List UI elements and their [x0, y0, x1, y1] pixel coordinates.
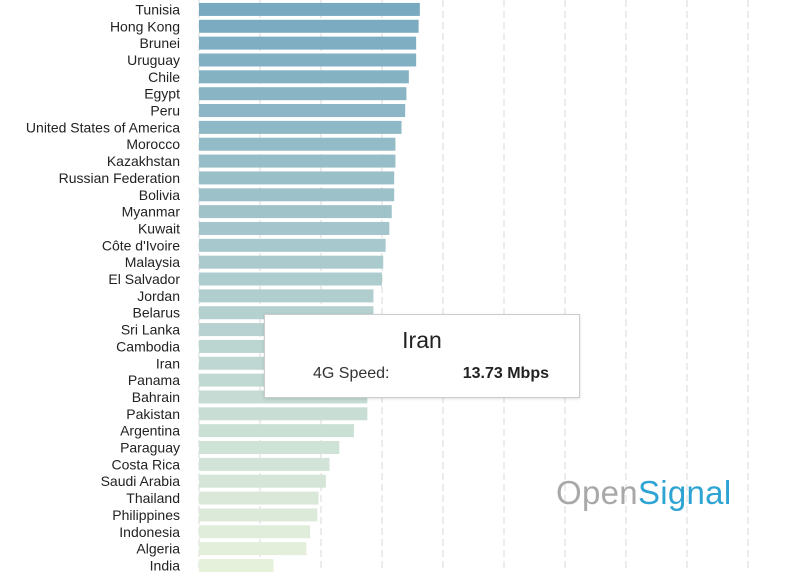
- category-label-philippines: Philippines: [112, 507, 180, 523]
- logo-text-open: Open: [556, 474, 638, 511]
- category-label-cote-d-ivoire: Côte d'Ivoire: [102, 237, 180, 253]
- x-tick-label-15: 15: [374, 578, 390, 580]
- category-label-russian-federation: Russian Federation: [59, 170, 180, 186]
- bar-argentina[interactable]: [199, 424, 354, 438]
- bar-bolivia[interactable]: [199, 188, 395, 202]
- bar-philippines[interactable]: [199, 508, 318, 522]
- bar-myanmar[interactable]: [199, 205, 392, 219]
- category-label-uruguay: Uruguay: [127, 52, 180, 68]
- x-tick-label-30: 30: [557, 578, 573, 580]
- category-label-tunisia: Tunisia: [135, 1, 180, 17]
- bar-algeria[interactable]: [199, 542, 307, 556]
- tooltip-metric-value: 13.73 Mbps: [462, 365, 549, 382]
- category-label-jordan: Jordan: [137, 288, 180, 304]
- category-label-argentina: Argentina: [120, 423, 180, 439]
- bar-costa-rica[interactable]: [199, 457, 330, 471]
- bar-morocco[interactable]: [199, 137, 396, 151]
- category-label-saudi-arabia: Saudi Arabia: [101, 473, 181, 489]
- category-label-panama: Panama: [128, 372, 180, 388]
- bar-russian-federation[interactable]: [199, 171, 395, 185]
- category-label-sri-lanka: Sri Lanka: [121, 322, 180, 338]
- x-tick-label-10: 10: [313, 578, 329, 580]
- category-label-bahrain: Bahrain: [132, 389, 180, 405]
- x-axis-ticks: 0 5 10 15 20 25 30 35 40 45: [195, 578, 756, 580]
- bar-kazakhstan[interactable]: [199, 154, 396, 168]
- bars: [199, 2, 420, 572]
- category-label-thailand: Thailand: [126, 490, 180, 506]
- category-label-hong-kong: Hong Kong: [110, 18, 180, 34]
- category-label-kuwait: Kuwait: [138, 220, 180, 236]
- x-tick-label-45: 45: [740, 578, 756, 580]
- bar-peru[interactable]: [199, 104, 406, 118]
- bar-hong-kong[interactable]: [199, 19, 419, 33]
- x-tick-label-40: 40: [679, 578, 695, 580]
- x-tick-label-5: 5: [256, 578, 264, 580]
- bar-kuwait[interactable]: [199, 221, 390, 235]
- x-tick-label-25: 25: [496, 578, 512, 580]
- tooltip-title: Iran: [402, 327, 442, 353]
- bar-india[interactable]: [199, 558, 274, 572]
- bar-saudi-arabia[interactable]: [199, 474, 326, 488]
- bar-united-states-of-america[interactable]: [199, 120, 402, 134]
- bar-indonesia[interactable]: [199, 525, 311, 539]
- x-tick-label-20: 20: [435, 578, 451, 580]
- category-label-paraguay: Paraguay: [120, 440, 180, 456]
- x-tick-label-0: 0: [195, 578, 203, 580]
- bar-brunei[interactable]: [199, 36, 417, 50]
- category-label-egypt: Egypt: [144, 86, 180, 102]
- bar-malaysia[interactable]: [199, 255, 384, 269]
- category-label-algeria: Algeria: [136, 541, 180, 557]
- category-label-morocco: Morocco: [126, 136, 180, 152]
- category-label-el-salvador: El Salvador: [108, 271, 180, 287]
- x-tick-label-35: 35: [618, 578, 634, 580]
- bar-paraguay[interactable]: [199, 441, 340, 455]
- category-label-cambodia: Cambodia: [116, 338, 180, 354]
- category-label-indonesia: Indonesia: [119, 524, 180, 540]
- category-label-brunei: Brunei: [140, 35, 180, 51]
- category-label-india: India: [150, 557, 181, 573]
- category-label-pakistan: Pakistan: [126, 406, 180, 422]
- tooltip-metric-label: 4G Speed:: [313, 365, 390, 382]
- logo-text-signal: Signal: [637, 474, 732, 511]
- bar-cote-d-ivoire[interactable]: [199, 238, 386, 252]
- bar-el-salvador[interactable]: [199, 272, 382, 286]
- category-label-belarus: Belarus: [133, 305, 180, 321]
- category-label-myanmar: Myanmar: [122, 204, 181, 220]
- category-label-united-states-of-america: United States of America: [26, 119, 180, 135]
- bar-pakistan[interactable]: [199, 407, 368, 421]
- opensignal-logo: OpenSignal: [556, 474, 731, 512]
- chart-tooltip: Iran 4G Speed: 13.73 Mbps: [264, 314, 580, 398]
- category-label-costa-rica: Costa Rica: [112, 456, 181, 472]
- bar-thailand[interactable]: [199, 491, 319, 505]
- category-label-kazakhstan: Kazakhstan: [107, 153, 180, 169]
- bar-chile[interactable]: [199, 70, 409, 84]
- bar-uruguay[interactable]: [199, 53, 417, 67]
- bar-jordan[interactable]: [199, 289, 374, 303]
- bar-egypt[interactable]: [199, 87, 407, 101]
- category-label-iran: Iran: [156, 355, 180, 371]
- category-label-peru: Peru: [150, 103, 180, 119]
- category-label-malaysia: Malaysia: [125, 254, 180, 270]
- category-label-bolivia: Bolivia: [139, 187, 180, 203]
- bar-tunisia[interactable]: [199, 2, 420, 16]
- category-label-chile: Chile: [148, 69, 180, 85]
